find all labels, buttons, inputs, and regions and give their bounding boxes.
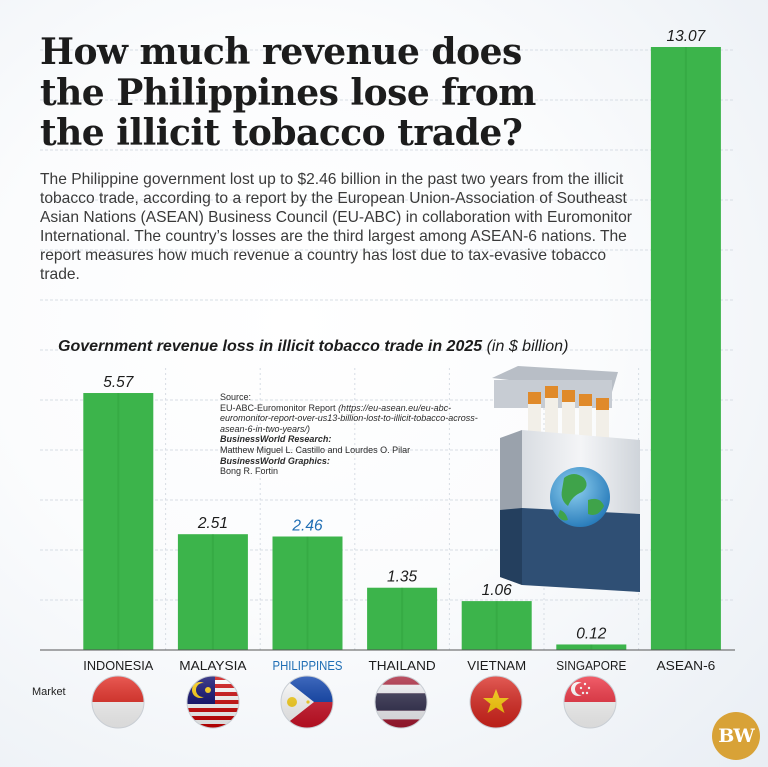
source-url: (https://eu-asean.eu/eu-abc-euromonitor-…: [220, 402, 478, 434]
x-tick-label: VIETNAM: [467, 658, 526, 673]
page-title: How much revenue does the Philippines lo…: [40, 31, 536, 154]
bar-vietnam: [461, 601, 532, 650]
x-tick-label: THAILAND: [369, 658, 436, 673]
data-label: 2.51: [197, 515, 228, 532]
bar-crease: [590, 644, 593, 650]
cigarette-pack-globe-icon: [492, 366, 640, 592]
vietnam-flag-icon: [469, 675, 523, 729]
thailand-flag-icon: [374, 675, 428, 729]
chart-subtitle: Government revenue loss in illicit tobac…: [58, 338, 618, 356]
data-label: 1.35: [387, 569, 418, 586]
philippines-flag-icon: [280, 675, 334, 729]
description: The Philippine government lost up to $2.…: [40, 171, 632, 283]
bar-indonesia: [83, 393, 154, 650]
research-text: Matthew Miguel L. Castillo and Lourdes O…: [220, 444, 411, 455]
x-axis-label: Market: [32, 686, 66, 698]
x-tick-label: INDONESIA: [83, 658, 153, 673]
bar-crease: [684, 47, 687, 650]
bar-singapore: [556, 644, 627, 650]
bar-crease: [306, 536, 309, 650]
bars: 5.57 INDONESIA 2.51 MALAYSIA 2.46 PHILIPPINES…: [83, 28, 721, 673]
bar-philippines: [272, 536, 343, 650]
x-tick-label: ASEAN-6: [657, 658, 716, 673]
x-tick-label: SINGAPORE: [556, 658, 626, 673]
graphics-label: BusinessWorld Graphics:: [220, 455, 330, 466]
bar-crease: [211, 534, 214, 650]
x-tick-label: MALAYSIA: [179, 658, 247, 673]
bar-asean-6: [650, 47, 721, 650]
x-tick-label: PHILIPPINES: [273, 658, 343, 673]
data-label: 0.12: [576, 625, 607, 642]
data-label: 5.57: [103, 374, 135, 391]
chart-title: Government revenue loss in illicit tobac…: [58, 338, 483, 355]
chart-unit: (in $ billion): [486, 338, 569, 355]
bar-crease: [495, 601, 498, 650]
graphics-text: Bong R. Fortin: [220, 466, 279, 477]
indonesia-flag-icon: [91, 675, 145, 729]
data-label: 1.06: [482, 582, 513, 599]
bar-crease: [401, 587, 404, 650]
source-label: Source:: [220, 392, 252, 402]
data-label: 13.07: [667, 28, 707, 45]
source-text: EU-ABC-Euromonitor Report: [220, 402, 336, 413]
data-label: 2.46: [291, 518, 323, 535]
source-block: Source: EU-ABC-Euromonitor Report (https…: [220, 392, 490, 477]
businessworld-logo: BW: [712, 712, 760, 760]
malaysia-flag-icon: [186, 675, 240, 729]
bar-malaysia: [177, 534, 248, 650]
research-label: BusinessWorld Research:: [220, 434, 332, 445]
bar-thailand: [367, 587, 438, 650]
singapore-flag-icon: [563, 675, 617, 729]
bar-crease: [117, 393, 120, 650]
